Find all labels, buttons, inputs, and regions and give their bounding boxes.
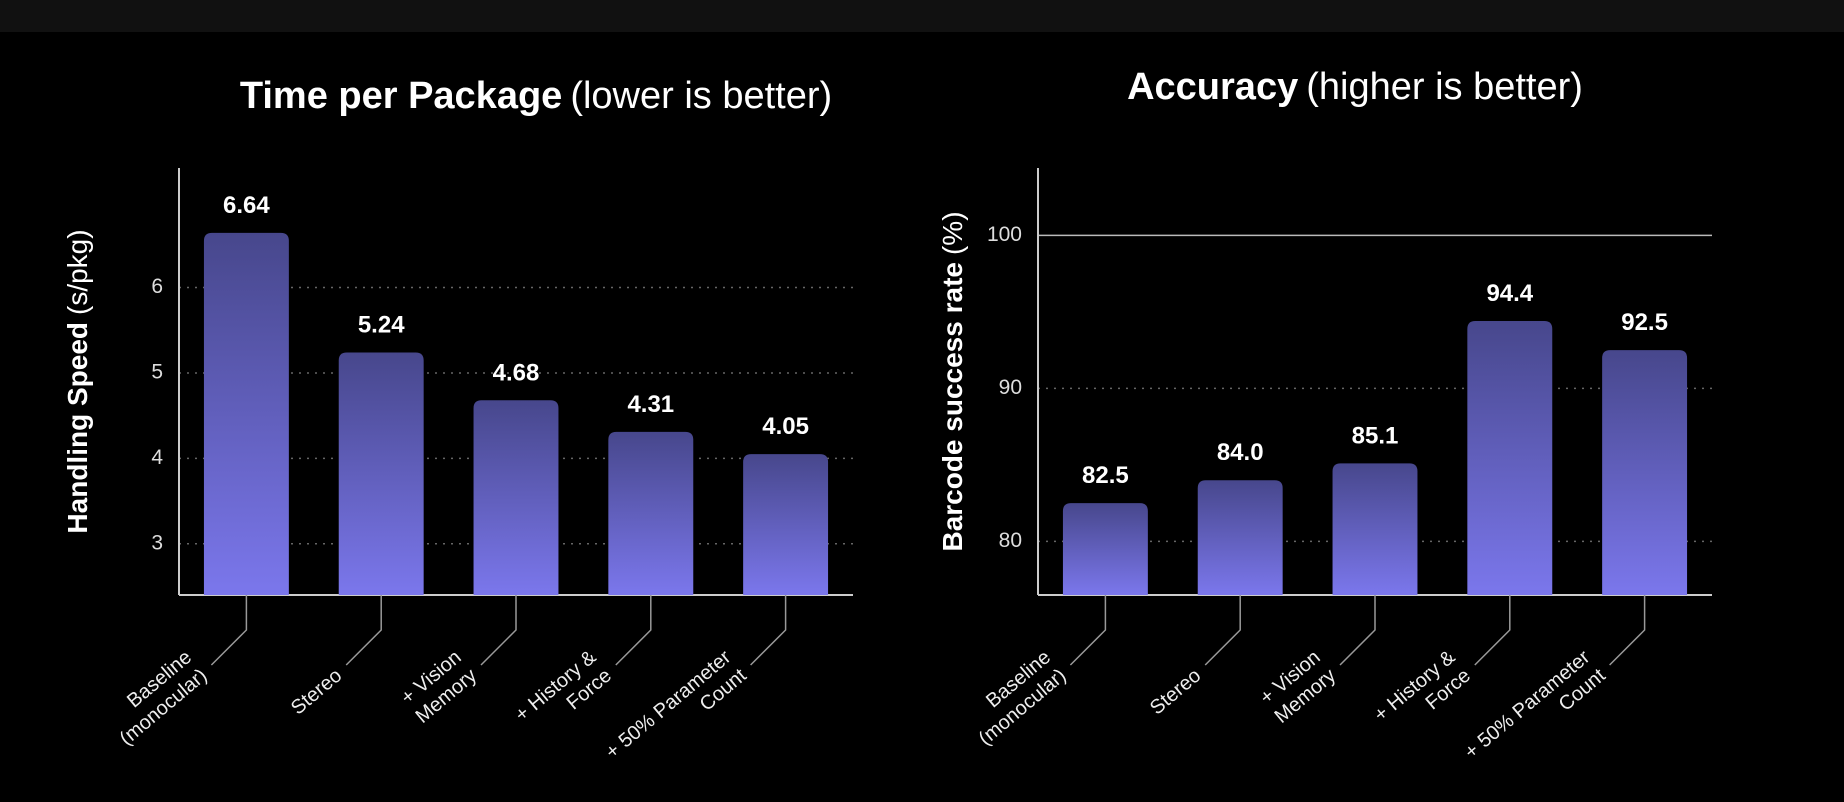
value-label: 84.0 [1217,439,1264,466]
y-tick-label: 80 [999,529,1022,552]
x-tick-label: Baseline(monocular) [100,646,211,750]
x-tick-line: Stereo [287,665,346,720]
x-tick-label: + VisionMemory [396,646,481,728]
category-leader [1609,595,1646,666]
value-label: 92.5 [1621,309,1668,336]
y-tick-label: 4 [151,446,163,469]
y-label-main: Barcode success rate [937,262,968,552]
y-tick-label: 6 [151,275,163,298]
bar [473,400,559,595]
x-tick-label: + VisionMemory [1255,646,1340,728]
category-leader [1069,595,1107,666]
x-tick-label: Baseline(monocular) [959,646,1070,750]
title-note: (lower is better) [570,75,832,117]
bar [203,232,289,596]
value-label: 4.68 [493,359,540,386]
chart-title: Time per Package (lower is better) [240,75,832,117]
bar [338,352,424,595]
bar [1602,350,1688,595]
category-leader [480,595,517,666]
value-label: 4.31 [627,391,674,418]
category-leader [750,595,787,666]
y-tick-label: 3 [151,531,163,554]
title-main: Accuracy [1127,66,1298,108]
x-tick-label: Stereo [287,665,346,720]
x-tick-label: + 50% ParameterCount [601,646,751,782]
y-axis-label: Handling Speed (s/pkg) [62,229,93,533]
bar [1332,463,1418,595]
x-tick-label: + History &Force [1370,646,1475,745]
title-main: Time per Package [240,75,562,117]
x-tick-label: Stereo [1146,665,1205,720]
top-bar [0,0,1844,32]
chart: Time per Package (lower is better) Handlin… [62,75,853,782]
y-axis-label: Barcode success rate (%) [937,211,968,551]
title-note: (higher is better) [1306,66,1583,108]
x-tick-label: + History &Force [511,646,616,745]
x-tick-label: + 50% ParameterCount [1460,646,1610,782]
bar [608,431,694,595]
bar [743,454,829,595]
y-tick-label: 100 [987,223,1022,246]
value-label: 4.05 [762,413,809,440]
y-label-unit: (%) [937,211,968,255]
value-label: 82.5 [1082,462,1129,489]
category-leader [1339,595,1376,666]
y-tick-label: 90 [999,376,1022,399]
value-label: 6.64 [223,192,270,219]
category-leader [615,595,652,666]
y-label-unit: (s/pkg) [62,229,93,315]
category-leader [1204,595,1241,666]
bar [1197,480,1283,595]
chart-title: Accuracy (higher is better) [1127,66,1583,108]
value-label: 85.1 [1352,422,1399,449]
value-label: 5.24 [358,311,405,338]
y-tick-label: 5 [151,361,163,384]
category-leader [1474,595,1511,666]
value-label: 94.4 [1486,280,1533,307]
bar [1062,503,1148,595]
bar [1467,321,1553,595]
x-tick-line: Stereo [1146,665,1205,720]
y-label-main: Handling Speed [62,322,93,534]
category-leader [345,595,382,666]
chart: Accuracy (higher is better) Barcode succes… [937,66,1712,782]
category-leader [210,595,248,666]
